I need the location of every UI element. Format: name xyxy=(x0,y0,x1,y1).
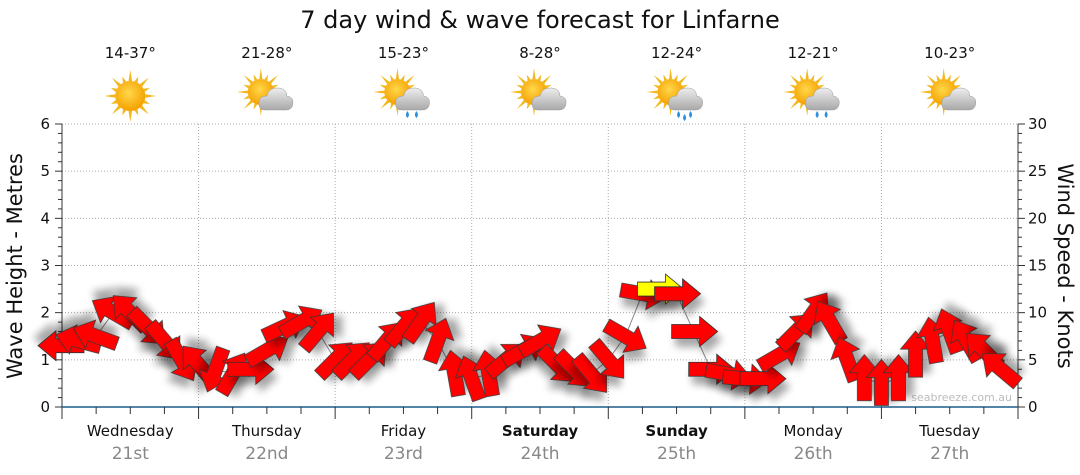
wind-arrow xyxy=(739,362,787,395)
day-temperature: 12-24° xyxy=(651,44,702,62)
wind-arrow xyxy=(882,354,915,402)
day-temperature: 10-23° xyxy=(924,44,975,62)
right-tick-label: 20 xyxy=(1028,209,1047,227)
wind-arrow xyxy=(422,317,455,365)
rain-weather-icon xyxy=(646,68,703,121)
right-tick-label: 5 xyxy=(1028,351,1038,369)
wind-arrow xyxy=(982,353,1023,390)
left-tick-label: 2 xyxy=(40,304,50,322)
day-temperature: 21-28° xyxy=(241,44,292,62)
day-date: 24th xyxy=(520,444,559,464)
day-date: 22nd xyxy=(245,444,288,464)
day-weekday: Friday xyxy=(381,422,427,440)
day-date: 25th xyxy=(657,444,696,464)
left-tick-label: 3 xyxy=(40,257,50,275)
day-date: 23rd xyxy=(384,444,423,464)
partly-cloudy-weather-icon xyxy=(236,68,294,116)
showers-weather-icon xyxy=(373,68,430,118)
day-weekday: Sunday xyxy=(645,422,708,440)
left-tick-label: 1 xyxy=(40,351,50,369)
day-temperature: 12-21° xyxy=(788,44,839,62)
wind-arrow xyxy=(899,330,932,378)
day-temperature: 8-28° xyxy=(519,44,561,62)
day-weekday: Wednesday xyxy=(87,422,174,440)
wind-arrow xyxy=(602,318,647,353)
axes: 0 1 2 3 4 5 6 0 5 10 15 20 25 30 xyxy=(40,115,1047,419)
wind-arrow xyxy=(848,354,881,402)
partly-cloudy-weather-icon xyxy=(510,68,567,116)
left-tick-label: 6 xyxy=(40,115,50,133)
day-temperature: 15-23° xyxy=(378,44,429,62)
day-weekday: Thursday xyxy=(231,422,302,440)
day-weekday: Tuesday xyxy=(918,422,980,440)
day-weekday: Monday xyxy=(784,422,843,440)
left-tick-label: 5 xyxy=(40,162,50,180)
wind-arrow xyxy=(401,301,437,345)
watermark: seabreeze.com.au xyxy=(911,391,1012,404)
right-axis-label: Wind Speed - Knots xyxy=(1053,163,1077,368)
wind-arrow xyxy=(588,337,625,379)
showers-weather-icon xyxy=(783,68,840,118)
grid xyxy=(62,123,1018,407)
wind-arrow xyxy=(73,319,120,351)
right-tick-label: 15 xyxy=(1028,257,1047,275)
chart-title: 7 day wind & wave forecast for Linfarne xyxy=(300,6,779,34)
day-date: 26th xyxy=(794,444,833,464)
wind-arrow xyxy=(516,324,562,359)
right-tick-label: 0 xyxy=(1028,398,1038,416)
day-temperature: 14-37° xyxy=(105,44,156,62)
day-date: 27th xyxy=(930,444,969,464)
sunny-weather-icon xyxy=(104,70,157,122)
wind-arrow xyxy=(654,277,702,310)
right-tick-label: 25 xyxy=(1028,162,1047,180)
right-tick-label: 10 xyxy=(1028,304,1047,322)
wind-arrow xyxy=(813,300,848,346)
day-weekday: Saturday xyxy=(502,422,579,440)
day-headers: Wednesday 21st 14-37° Thursday 22nd 21-28° Fri… xyxy=(87,44,980,464)
wind-arrow xyxy=(671,315,719,348)
partly-cloudy-weather-icon xyxy=(919,68,977,116)
wind-arrows xyxy=(37,273,1023,406)
left-axis-label: Wave Height - Metres xyxy=(3,153,27,379)
day-date: 21st xyxy=(112,444,149,464)
left-tick-label: 4 xyxy=(40,209,50,227)
right-tick-label: 30 xyxy=(1028,115,1047,133)
wind-arrow xyxy=(298,312,334,354)
left-tick-label: 0 xyxy=(40,398,50,416)
